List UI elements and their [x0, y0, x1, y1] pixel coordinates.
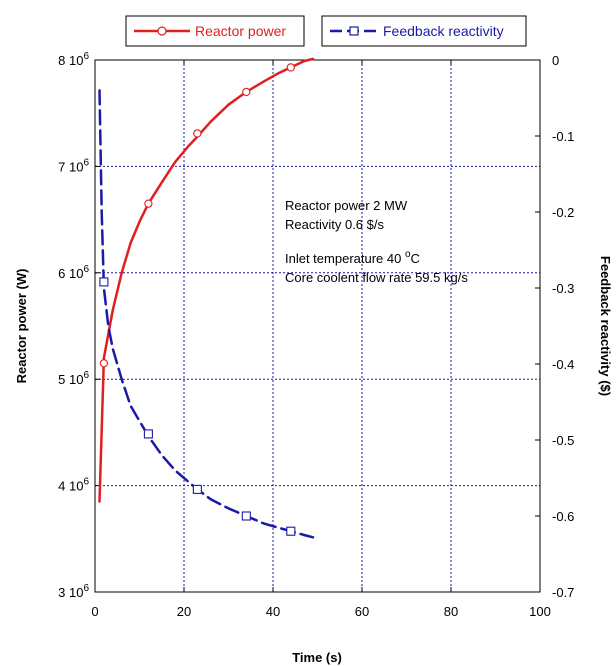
- y-left-tick-exponent: 6: [83, 51, 89, 62]
- y-left-tick-mantissa: 7 10: [58, 159, 83, 174]
- y-left-tick-mantissa: 3 10: [58, 585, 83, 600]
- y-left-tick-exponent: 6: [83, 477, 89, 488]
- plot-frame: [94, 59, 541, 593]
- y-left-tick-mantissa: 8 10: [58, 53, 83, 68]
- y-right-tick-label: 0: [552, 53, 559, 68]
- y-right-tick-label: -0.1: [552, 129, 574, 144]
- x-tick-label: 60: [355, 604, 369, 619]
- y-left-tick-exponent: 6: [83, 370, 89, 381]
- y-left-tick-mantissa: 6 10: [58, 266, 83, 281]
- y-left-tick-label: 6 106: [58, 264, 89, 281]
- x-tick-label: 0: [91, 604, 98, 619]
- y-left-tick-label: 3 106: [58, 583, 89, 600]
- series-point-feedback-reactivity: [143, 429, 153, 439]
- y-left-tick-label: 5 106: [58, 370, 89, 387]
- y-right-tick-label: -0.5: [552, 433, 574, 448]
- x-tick-label: 20: [177, 604, 191, 619]
- series-point-reactor-power: [144, 199, 153, 208]
- x-tick-label: 100: [529, 604, 551, 619]
- legend: Reactor power Feedback reactivity: [125, 15, 527, 47]
- legend-label-feedback-reactivity: Feedback reactivity: [383, 23, 504, 39]
- annotation-line-3-prefix: Inlet temperature 40: [285, 251, 405, 266]
- grid-layer: [95, 60, 540, 592]
- y-left-tick-label: 4 106: [58, 477, 89, 494]
- series-point-reactor-power: [99, 359, 109, 368]
- annotation-line-4: Core coolent flow rate 59.5 kg/s: [285, 270, 468, 285]
- series-point-feedback-reactivity: [192, 484, 202, 494]
- series-layer: [98, 57, 315, 539]
- series-point-reactor-power: [193, 129, 202, 138]
- series-point-reactor-power: [286, 63, 295, 72]
- y-left-tick-exponent: 6: [83, 157, 89, 168]
- legend-item-reactor-power: Reactor power: [125, 15, 305, 47]
- legend-marker-reactor-power: [157, 26, 167, 36]
- y-right-tick-label: -0.2: [552, 205, 574, 220]
- series-line-reactor-power: [98, 57, 315, 503]
- series-line-feedback-reactivity: [98, 89, 315, 539]
- series-point-feedback-reactivity: [241, 511, 251, 521]
- legend-marker-feedback-reactivity: [349, 26, 359, 36]
- y-left-tick-mantissa: 5 10: [58, 372, 83, 387]
- annotation-line-3-sup: o: [405, 249, 411, 260]
- y-left-axis-title: Reactor power (W): [14, 269, 29, 384]
- legend-label-reactor-power: Reactor power: [195, 23, 286, 39]
- series-point-feedback-reactivity: [99, 277, 109, 287]
- x-tick-label: 80: [444, 604, 458, 619]
- y-left-tick-exponent: 6: [83, 264, 89, 275]
- y-right-tick-label: -0.4: [552, 357, 574, 372]
- annotation-line-2: Reactivity 0.6 $/s: [285, 217, 384, 232]
- series-point-reactor-power: [242, 87, 251, 97]
- y-left-tick-mantissa: 4 10: [58, 479, 83, 494]
- y-right-tick-label: -0.6: [552, 509, 574, 524]
- y-right-tick-label: -0.3: [552, 281, 574, 296]
- y-right-axis-title: Feedback reactivity ($): [598, 256, 613, 396]
- annotation-line-3: Inlet temperature 40 oC: [285, 249, 420, 266]
- x-tick-label: 40: [266, 604, 280, 619]
- annotation-block: Reactor power 2 MW Reactivity 0.6 $/s In…: [285, 198, 468, 285]
- y-right-tick-label: -0.7: [552, 585, 574, 600]
- x-axis-title: Time (s): [292, 650, 342, 665]
- legend-item-feedback-reactivity: Feedback reactivity: [321, 15, 527, 47]
- y-left-tick-label: 7 106: [58, 157, 89, 174]
- series-point-feedback-reactivity: [286, 526, 296, 536]
- annotation-line-1: Reactor power 2 MW: [285, 198, 408, 213]
- annotation-line-3-suffix: C: [411, 251, 420, 266]
- y-left-tick-exponent: 6: [83, 583, 89, 594]
- y-left-tick-label: 8 106: [58, 51, 89, 68]
